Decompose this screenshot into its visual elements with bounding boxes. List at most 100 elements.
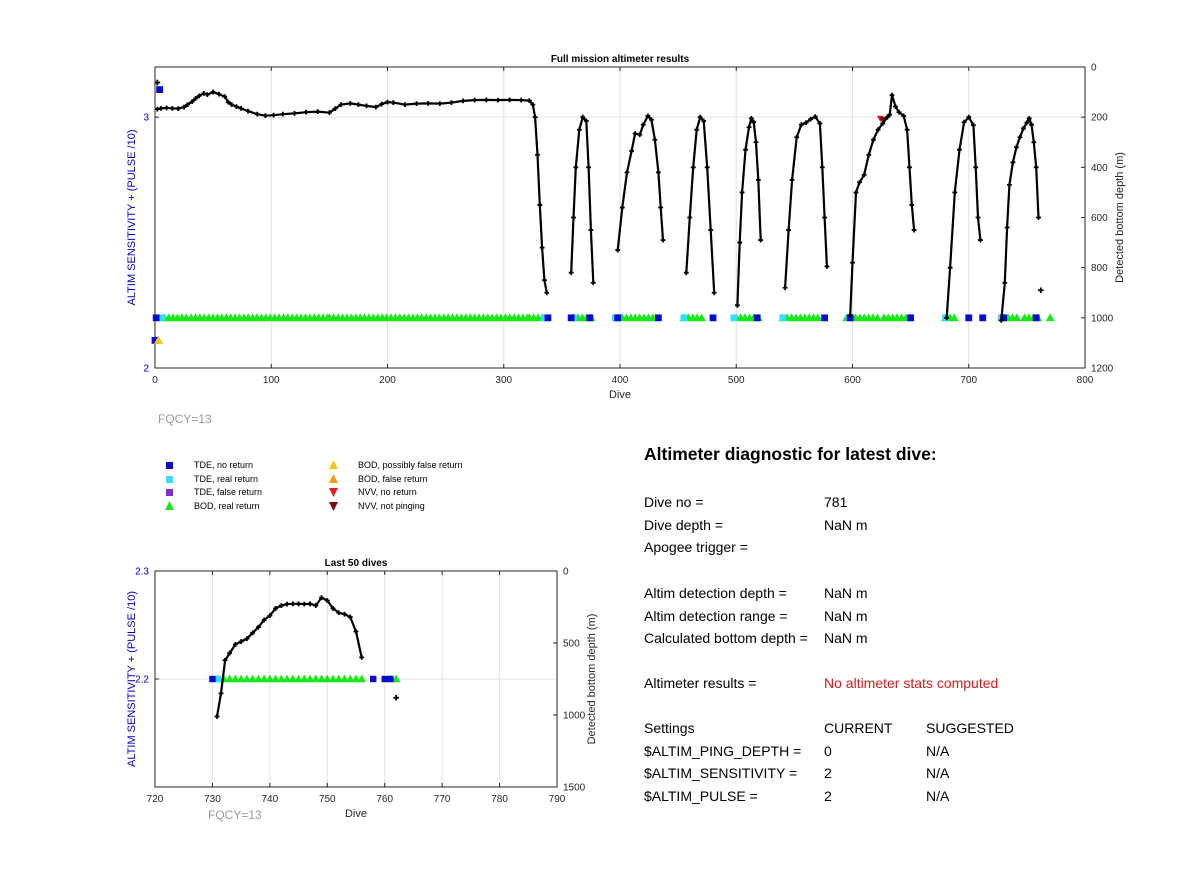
bod-real-return-marker xyxy=(813,313,823,322)
legend-symbol-bod-false xyxy=(329,473,338,483)
bottom-depth-point xyxy=(214,714,220,719)
bottom-depth-point xyxy=(743,147,748,153)
bottom-depth-point xyxy=(645,113,651,119)
bottom-depth-point xyxy=(278,603,284,608)
bottom-depth-point xyxy=(1033,164,1039,170)
bottom-depth-point xyxy=(1004,225,1010,230)
bottom-depth-point xyxy=(637,132,643,138)
bottom-depth-line xyxy=(945,116,982,318)
bottom-depth-point xyxy=(889,92,895,98)
bottom-depth-point xyxy=(786,227,791,233)
bottom-depth-point xyxy=(233,104,239,110)
bottom-depth-point xyxy=(571,215,576,220)
legend-item-tde-real-return: TDE, real return xyxy=(160,472,258,486)
bottom-depth-point xyxy=(884,114,890,120)
bottom-depth-point xyxy=(782,285,788,291)
bottom-depth-point xyxy=(694,127,700,133)
diag-label: Dive depth = xyxy=(644,516,723,533)
legend-item-bod-real-return: BOD, real return xyxy=(160,499,260,513)
diag-label: Altim detection range = xyxy=(644,607,788,624)
bottom-depth-point xyxy=(977,237,983,243)
bottom-depth-point xyxy=(808,116,814,122)
bottom-depth-point xyxy=(629,148,635,154)
settings-header-label: Settings xyxy=(644,720,695,736)
bottom-depth-point xyxy=(303,109,309,115)
bod-real-return-marker xyxy=(345,674,355,683)
x-tick-label: 500 xyxy=(728,375,745,386)
y-right-tick-label: 400 xyxy=(1091,163,1108,174)
setting-suggested: N/A xyxy=(926,742,950,759)
bottom-depth-point xyxy=(402,102,408,108)
legend-item-bod-possibly-false: BOD, possibly false return xyxy=(324,458,463,472)
bottom-depth-point xyxy=(193,95,199,101)
bottom-depth-point xyxy=(210,89,216,95)
y-right-axis-label: Detected bottom depth (m) xyxy=(1114,152,1126,283)
bottom-depth-point xyxy=(746,124,752,130)
bod-possibly-false-marker xyxy=(153,335,164,344)
tde-no-return-marker xyxy=(387,675,394,683)
y-right-tick-label: 1000 xyxy=(1091,313,1114,324)
tde-no-return-marker xyxy=(753,314,761,322)
tde-no-return-marker xyxy=(846,314,854,322)
legend-item-bod-false: BOD, false return xyxy=(324,472,428,486)
x-tick-label: 770 xyxy=(434,794,451,805)
bottom-depth-point xyxy=(952,190,958,195)
tde-no-return-marker xyxy=(381,675,388,683)
bottom-depth-point xyxy=(660,237,666,243)
legend-symbol-tde-false-return xyxy=(166,489,173,496)
bottom-depth-point xyxy=(338,102,344,108)
bottom-depth-point xyxy=(1036,215,1041,220)
bod-real-return-marker xyxy=(1045,313,1055,322)
bottom-depth-point xyxy=(887,112,893,118)
tde-no-return-marker xyxy=(821,314,828,322)
bottom-depth-point xyxy=(961,119,967,125)
bottom-depth-point xyxy=(244,636,250,642)
x-tick-label: 760 xyxy=(376,794,393,805)
x-tick-label: 740 xyxy=(262,794,279,805)
x-tick-label: 100 xyxy=(263,375,280,386)
bottom-depth-point xyxy=(789,177,795,183)
bottom-depth-point xyxy=(655,169,661,175)
diag-label: Apogee trigger = xyxy=(644,539,748,555)
y-left-axis-label: ALTIM SENSITIVITY + (PULSE /10) xyxy=(126,130,138,306)
fqcy-label-full: FQCY=13 xyxy=(158,412,212,426)
bottom-depth-point xyxy=(185,102,190,108)
tde-no-return-marker xyxy=(567,314,575,322)
bottom-depth-point xyxy=(495,97,501,103)
tde-real-return-marker xyxy=(541,314,548,322)
tde-real-return-marker xyxy=(214,675,222,683)
bottom-depth-point xyxy=(385,99,390,105)
legend-item-nvv-no-return: NVV, no return xyxy=(324,485,417,499)
tde-no-return-marker xyxy=(370,675,377,683)
legend-symbol-bod-real-return xyxy=(165,500,174,510)
x-tick-label: 800 xyxy=(1077,375,1094,386)
bod-real-return-marker xyxy=(259,674,269,683)
bod-real-return-marker xyxy=(231,674,240,683)
bottom-depth-point xyxy=(460,98,466,104)
bottom-depth-point xyxy=(347,614,353,620)
setting-current: 0 xyxy=(824,742,832,759)
bod-real-return-marker xyxy=(311,674,321,683)
bottom-depth-point xyxy=(324,598,330,603)
bottom-depth-point xyxy=(1002,280,1008,286)
bottom-depth-point xyxy=(701,118,707,124)
bottom-depth-point xyxy=(164,105,170,111)
bottom-depth-point xyxy=(539,245,545,250)
y-right-tick-label: 600 xyxy=(1091,213,1108,224)
x-tick-label: 600 xyxy=(844,375,861,386)
legend-label: NVV, no return xyxy=(358,487,417,497)
bottom-depth-point xyxy=(225,99,231,105)
bottom-depth-point xyxy=(966,114,972,120)
legend-label: TDE, real return xyxy=(194,473,259,484)
bod-real-return-marker xyxy=(253,674,263,683)
setting-suggested: N/A xyxy=(926,787,950,804)
bottom-depth-point xyxy=(640,122,646,128)
legend: TDE, no return TDE, real return TDE, fal… xyxy=(160,458,520,518)
bottom-depth-point xyxy=(847,312,853,318)
bottom-depth-point xyxy=(290,601,296,607)
tde-no-return-marker xyxy=(209,675,216,683)
bod-real-return-marker xyxy=(697,313,706,322)
tde-no-return-marker xyxy=(979,314,987,322)
bottom-depth-point xyxy=(158,105,164,111)
bottom-depth-point xyxy=(588,227,594,233)
